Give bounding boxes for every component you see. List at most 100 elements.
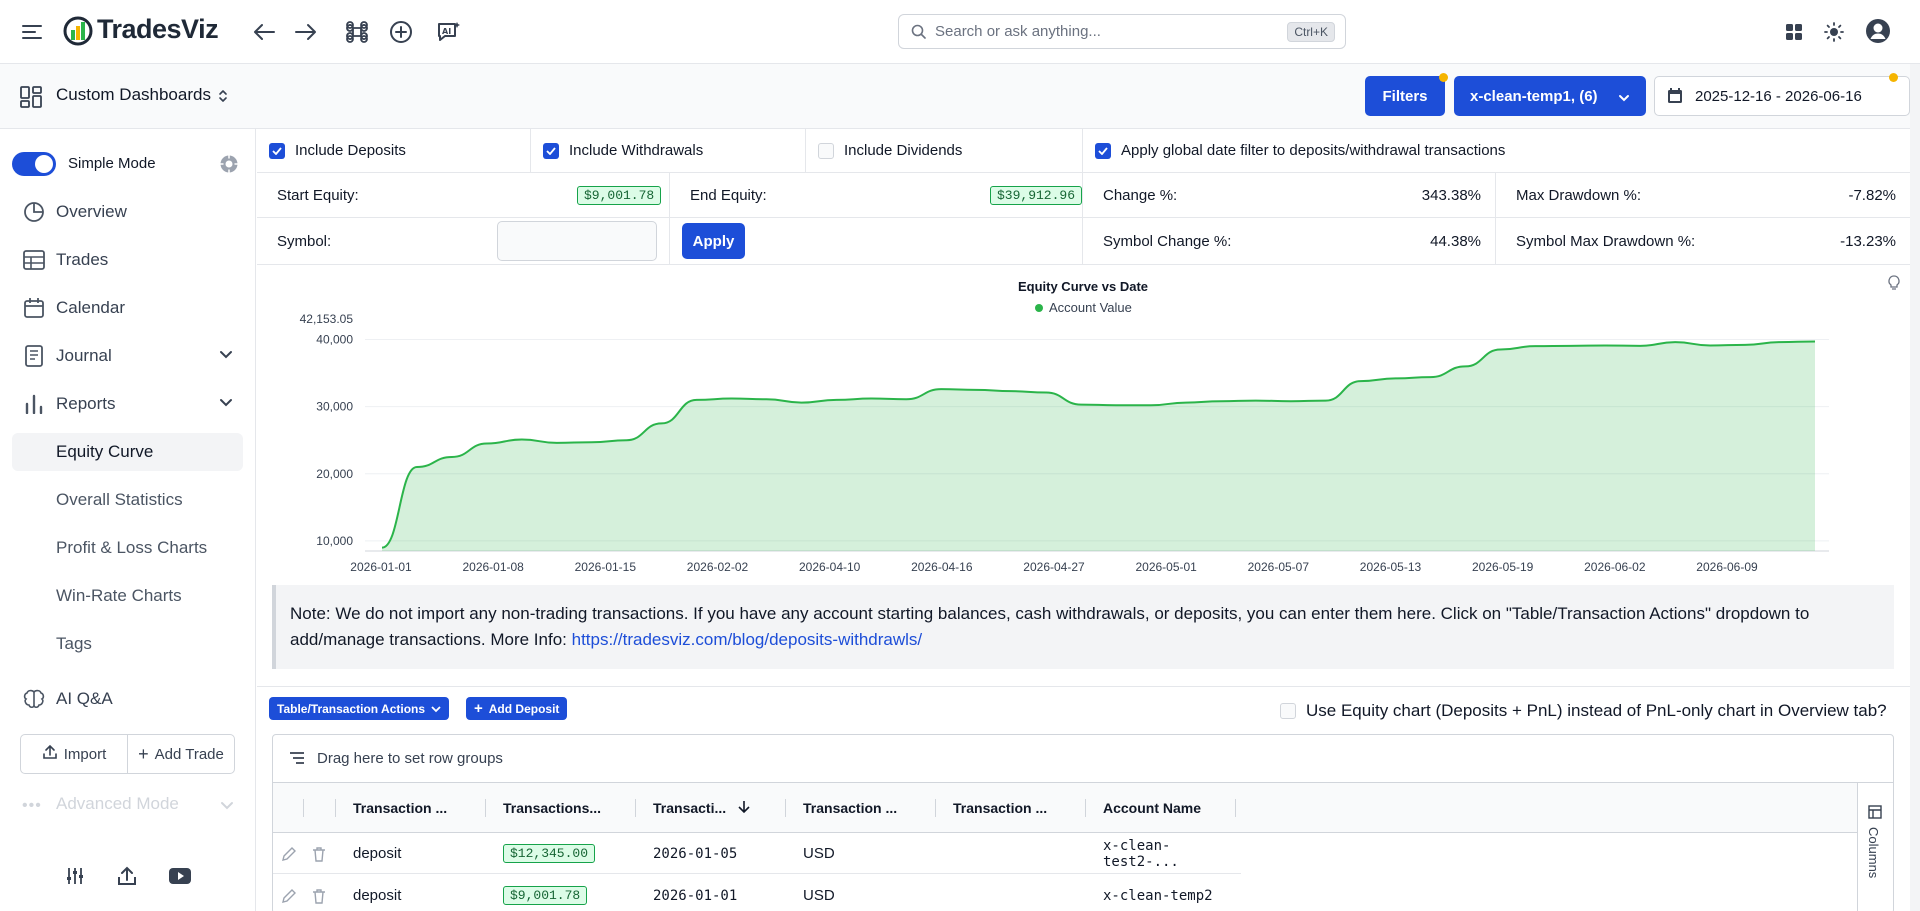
import-button[interactable]: Import: [21, 735, 128, 773]
legend-label[interactable]: Account Value: [1049, 300, 1132, 315]
edit-pencil-icon[interactable]: [281, 875, 297, 911]
sidebar-sub-profit-loss-charts[interactable]: Profit & Loss Charts: [56, 538, 208, 557]
search-input[interactable]: Search or ask anything... Ctrl+K: [898, 14, 1346, 49]
sidebar-item-advanced-mode[interactable]: ••• Advanced Mode: [22, 792, 242, 820]
logo-icon[interactable]: [62, 14, 94, 48]
simple-mode-toggle[interactable]: [12, 152, 56, 176]
columns-side-panel[interactable]: Columns: [1857, 783, 1893, 911]
equity-chart-checkbox[interactable]: [1280, 703, 1296, 719]
command-icon[interactable]: [342, 17, 372, 47]
cell-type: deposit: [353, 887, 402, 904]
back-arrow-icon[interactable]: [250, 18, 278, 46]
x-tick-label: 2026-01-08: [462, 560, 524, 574]
symbol-change-label: Symbol Change %:: [1103, 232, 1232, 250]
sidebar-sub-win-rate-charts[interactable]: Win-Rate Charts: [56, 586, 182, 605]
columns-label: Columns: [1866, 827, 1881, 879]
delete-trash-icon[interactable]: [312, 875, 326, 911]
column-header-notes[interactable]: Transaction ...: [953, 800, 1048, 816]
x-tick-label: 2026-04-10: [799, 560, 861, 574]
app-name[interactable]: TradesViz: [97, 14, 219, 44]
include-deposits-checkbox[interactable]: [269, 142, 285, 159]
table-header: Transaction ... Transactions... Transact…: [273, 783, 1857, 833]
amount-badge: $12,345.00: [503, 844, 596, 863]
account-select-button[interactable]: x-clean-temp1, (6): [1454, 76, 1646, 116]
change-cell: Change %: 343.38%: [1083, 173, 1496, 217]
filters-button[interactable]: Filters: [1365, 76, 1445, 116]
symbol-input[interactable]: [497, 221, 657, 261]
table-row[interactable]: deposit $9,001.78 2026-01-01 USD x-clean…: [273, 875, 1241, 911]
menu-icon[interactable]: [18, 20, 46, 44]
cell-type: deposit: [353, 845, 402, 862]
apply-global-date-label: Apply global date filter to deposits/wit…: [1121, 142, 1506, 159]
add-deposit-button[interactable]: + Add Deposit: [466, 697, 568, 720]
page-scrollbar[interactable]: [1910, 64, 1920, 911]
row-group-drop-zone[interactable]: Drag here to set row groups: [273, 735, 1893, 783]
sort-down-arrow-icon[interactable]: [738, 800, 750, 817]
sun-theme-icon[interactable]: [1822, 20, 1846, 44]
series-line-account-value[interactable]: [381, 340, 1816, 549]
sort-chevrons-icon[interactable]: [218, 88, 228, 108]
sidebar-sub-tags[interactable]: Tags: [56, 634, 92, 653]
sidebar-item-label: Trades: [56, 250, 109, 269]
column-header-amount[interactable]: Transactions...: [503, 800, 602, 816]
add-trade-button[interactable]: + Add Trade: [128, 735, 234, 773]
cell-amount: $9,001.78: [503, 875, 588, 911]
apply-global-date-checkbox[interactable]: [1095, 142, 1111, 159]
include-deposits-option[interactable]: Include Deposits: [257, 129, 531, 172]
column-header-account[interactable]: Account Name: [1103, 800, 1202, 816]
note-link[interactable]: https://tradesviz.com/blog/deposits-with…: [571, 630, 923, 649]
cell-date: 2026-01-05: [653, 845, 738, 862]
lightbulb-icon[interactable]: [1887, 275, 1901, 295]
dashboard-grid-icon[interactable]: [20, 86, 42, 112]
x-tick-label: 2026-06-09: [1696, 560, 1758, 574]
sidebar-item-ai-qa[interactable]: AI Q&A: [12, 680, 243, 718]
chevron-down-icon: [219, 347, 233, 365]
group-rows-icon: [289, 751, 305, 769]
sidebar-item-overview[interactable]: Overview: [12, 193, 243, 231]
apps-grid-icon[interactable]: [1782, 20, 1806, 44]
share-upload-icon[interactable]: [117, 866, 137, 890]
sidebar-sub-overall-statistics[interactable]: Overall Statistics: [56, 490, 183, 509]
max-drawdown-label: Max Drawdown %:: [1516, 186, 1642, 204]
apply-button[interactable]: Apply: [682, 223, 745, 259]
add-circle-icon[interactable]: [386, 17, 416, 47]
legend-marker: [1035, 304, 1043, 312]
sidebar-item-label: Journal: [56, 346, 112, 365]
cell-account: x-clean-temp2: [1103, 887, 1213, 904]
x-tick-label: 2026-02-02: [687, 560, 749, 574]
user-avatar-icon[interactable]: [1864, 17, 1892, 45]
column-separator: [303, 799, 304, 817]
include-dividends-checkbox[interactable]: [818, 142, 834, 159]
date-indicator-dot: [1889, 73, 1898, 82]
sidebar-sub-equity-curve[interactable]: Equity Curve: [12, 433, 243, 471]
x-tick-label: 2026-01-15: [575, 560, 637, 574]
column-header-currency[interactable]: Transaction ...: [803, 800, 898, 816]
column-separator: [1085, 799, 1086, 817]
settings-gear-icon[interactable]: [219, 154, 239, 178]
sidebar-item-trades[interactable]: Trades: [12, 241, 243, 279]
equity-chart-option[interactable]: Use Equity chart (Deposits + PnL) instea…: [1280, 700, 1887, 722]
apply-cell: Apply: [670, 218, 1083, 264]
table-row[interactable]: deposit $12,345.00 2026-01-05 USD x-clea…: [273, 833, 1241, 874]
apply-label: Apply: [692, 232, 735, 250]
column-header-date[interactable]: Transacti...: [653, 783, 783, 833]
date-range-picker[interactable]: 2025-12-16 - 2026-06-16: [1654, 76, 1910, 116]
sidebar-item-journal[interactable]: Journal: [12, 337, 243, 375]
table-actions-dropdown[interactable]: Table/Transaction Actions: [269, 697, 450, 720]
delete-trash-icon[interactable]: [312, 833, 326, 874]
sliders-icon[interactable]: [66, 867, 84, 889]
upload-icon: [42, 744, 58, 764]
sidebar-item-calendar[interactable]: Calendar: [12, 289, 243, 327]
include-withdrawals-checkbox[interactable]: [543, 142, 559, 159]
edit-pencil-icon[interactable]: [281, 833, 297, 874]
include-dividends-option[interactable]: Include Dividends: [806, 129, 1083, 172]
apply-global-date-option[interactable]: Apply global date filter to deposits/wit…: [1083, 129, 1910, 172]
cell-currency: USD: [803, 845, 835, 862]
dashboard-title[interactable]: Custom Dashboards: [56, 85, 211, 104]
youtube-icon[interactable]: [169, 868, 191, 888]
forward-arrow-icon[interactable]: [292, 18, 320, 46]
include-withdrawals-option[interactable]: Include Withdrawals: [531, 129, 806, 172]
column-header-type[interactable]: Transaction ...: [353, 800, 448, 816]
ai-chat-icon[interactable]: AI: [434, 17, 464, 47]
sidebar-item-reports[interactable]: Reports: [12, 385, 243, 423]
